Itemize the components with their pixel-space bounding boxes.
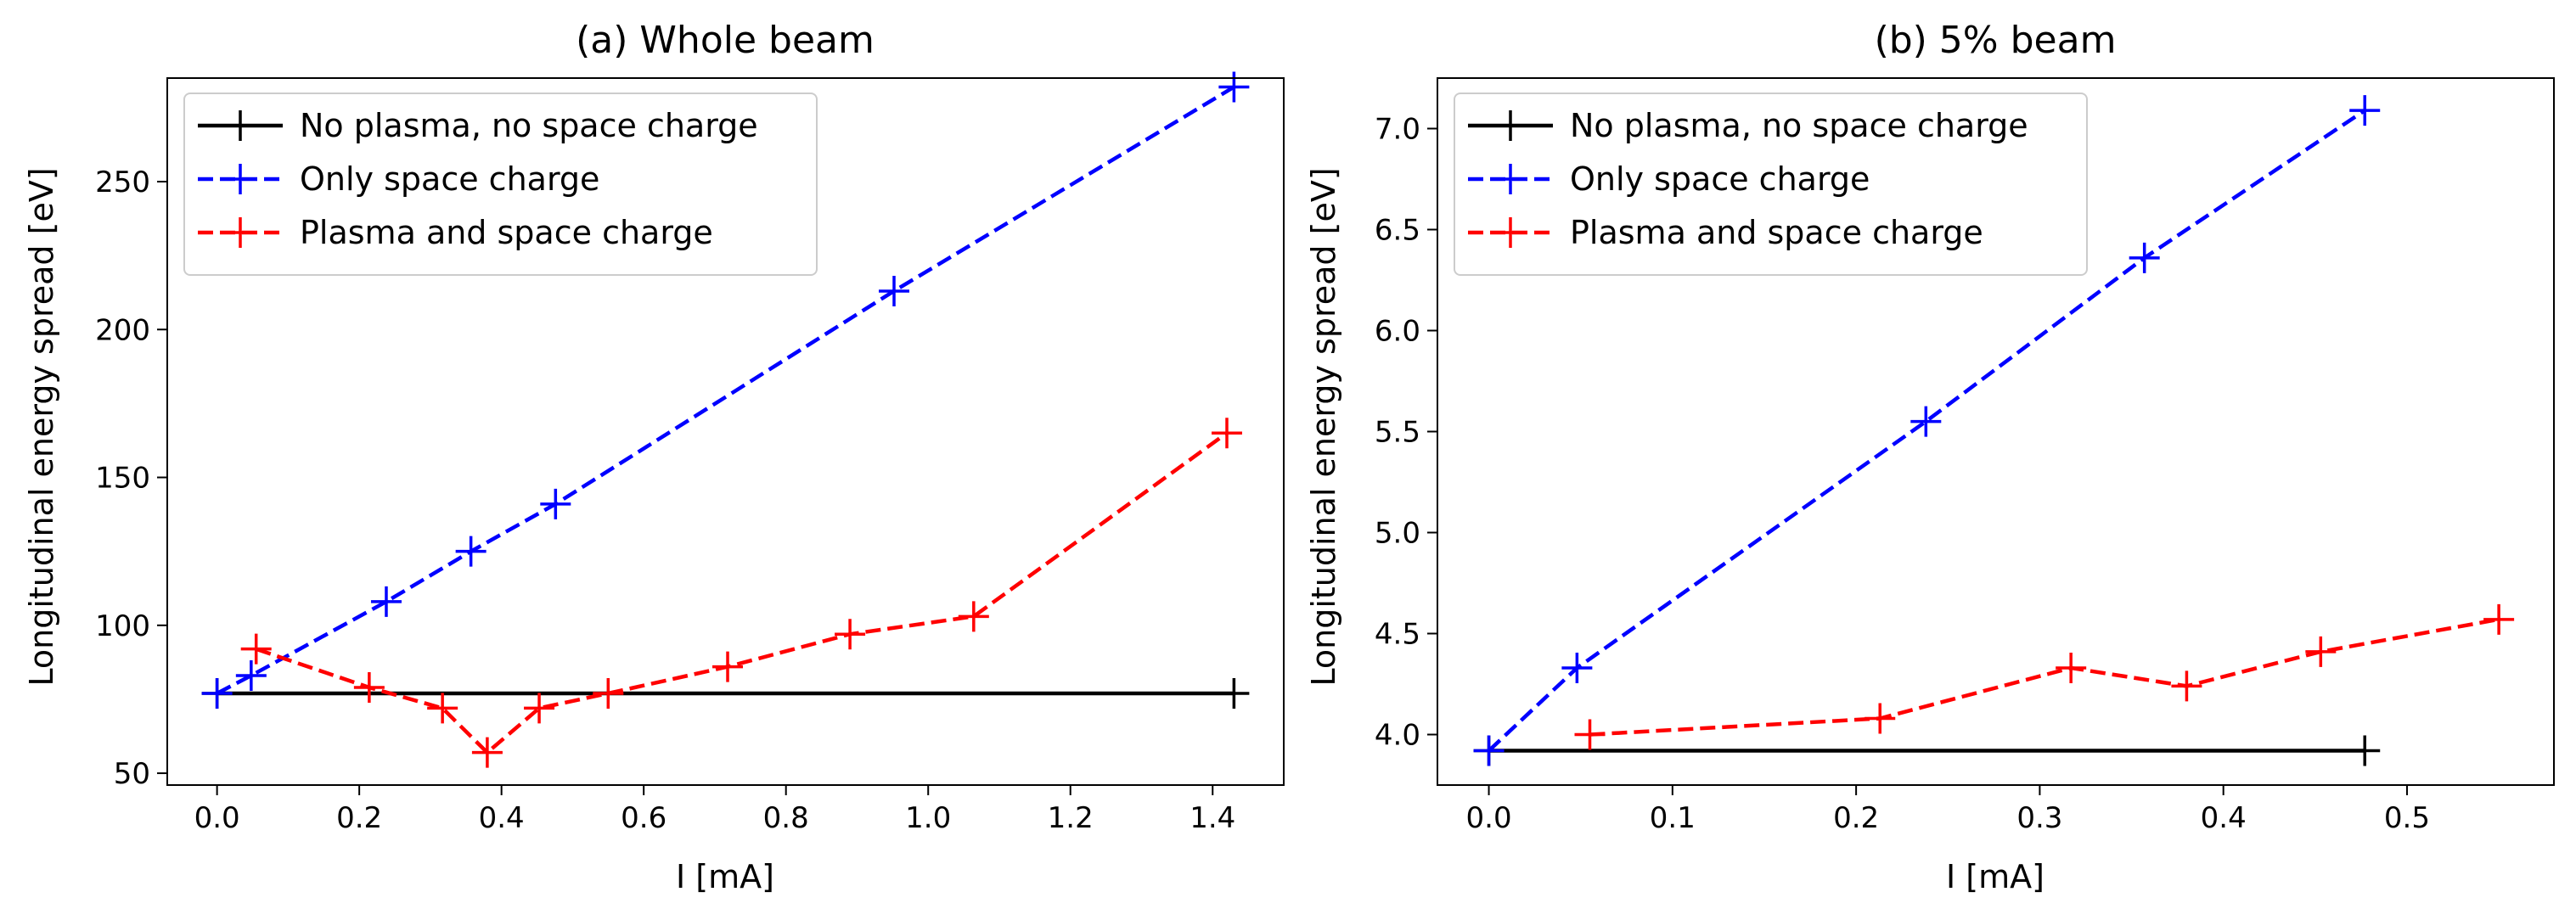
chart-b-point: [1910, 406, 1942, 437]
chart-b-legend-marker-0: [1495, 110, 1526, 141]
chart-b-point: [2305, 636, 2337, 667]
chart-b-xlabel: I [mA]: [1946, 858, 2044, 895]
chart-b-xtick-label: 0.4: [2201, 801, 2247, 835]
chart-a-legend: No plasma, no space charge Only space cha…: [183, 93, 818, 276]
chart-a-xtick-label: 0.2: [336, 801, 382, 835]
chart-a-xtick-label: 0.6: [621, 801, 666, 835]
chart-a-point: [235, 660, 267, 692]
chart-a-point: [240, 633, 272, 665]
chart-b-point: [2349, 735, 2381, 766]
chart-a-ytick-label: 100: [95, 609, 150, 643]
chart-a-ytick-label: 150: [95, 462, 150, 496]
chart-b-point: [2129, 242, 2160, 273]
chart-a-point: [1211, 418, 1242, 449]
chart-b-legend: No plasma, no space charge Only space cha…: [1454, 93, 2088, 276]
chart-a-xtick-label: 1.0: [905, 801, 951, 835]
chart-a-series-line-2: [255, 431, 1229, 755]
chart-a-point: [1218, 71, 1250, 103]
chart-b-point: [1561, 652, 1593, 683]
chart-b-point: [2349, 95, 2381, 126]
chart-a-point: [201, 677, 233, 709]
chart-a-legend-label-0: No plasma, no space charge: [300, 107, 758, 144]
chart-a-point: [427, 693, 458, 724]
chart-b-ytick-label: 6.0: [1375, 315, 1420, 349]
chart-a-point: [1218, 677, 1250, 709]
chart-a: (a) Whole beam I [mA] Longitudinal energ…: [23, 19, 1285, 895]
chart-a-ytick-label: 50: [114, 757, 150, 791]
chart-b-axes-frame: [1437, 77, 2555, 786]
chart-a-point: [471, 737, 503, 768]
chart-b-xtick-label: 0.1: [1650, 801, 1696, 835]
chart-a-xtick-label: 0.8: [763, 801, 809, 835]
chart-a-point: [455, 536, 487, 567]
chart-b-point: [1574, 719, 1606, 750]
chart-b-xtick-label: 0.5: [2384, 801, 2430, 835]
chart-b-legend-label-0: No plasma, no space charge: [1570, 107, 2028, 144]
chart-a-xtick-label: 1.4: [1190, 801, 1235, 835]
chart-a-point: [958, 601, 989, 632]
chart-b-title: (b) 5% beam: [1875, 19, 2117, 62]
chart-a-point: [835, 619, 866, 650]
chart-b-point: [1865, 703, 1896, 734]
chart-b-legend-label-1: Only space charge: [1570, 160, 1870, 198]
chart-b-point: [2171, 670, 2202, 702]
chart-a-legend-marker-2: [225, 217, 256, 248]
chart-b-plot: 0.0 0.1 0.2 0.3 0.4 0.5 4.0 4.5 5.0 5.5 6.0 6.5 7.0 N…: [1375, 77, 2555, 835]
chart-b-ytick-label: 4.0: [1375, 719, 1420, 753]
chart-b: (b) 5% beam I [mA] Longitudinal energy s…: [1305, 19, 2555, 895]
chart-a-xlabel: I [mA]: [676, 858, 774, 895]
chart-b-legend-marker-1: [1495, 164, 1526, 194]
chart-b-point: [2056, 652, 2087, 683]
chart-b-xtick-label: 0.3: [2016, 801, 2062, 835]
chart-b-ytick-label: 4.5: [1375, 618, 1420, 652]
chart-b-xtick-label: 0.2: [1833, 801, 1879, 835]
chart-a-legend-marker-1: [225, 164, 256, 194]
chart-b-ytick-label: 5.0: [1375, 517, 1420, 551]
chart-a-ytick-label: 200: [95, 313, 150, 347]
chart-a-legend-label-2: Plasma and space charge: [300, 214, 713, 251]
chart-a-point: [879, 275, 910, 306]
chart-a-point: [540, 488, 571, 519]
chart-a-legend-label-1: Only space charge: [300, 160, 599, 198]
chart-b-ytick-label: 7.0: [1375, 113, 1420, 147]
chart-a-xtick-label: 1.2: [1048, 801, 1094, 835]
chart-b-point: [1473, 735, 1505, 766]
chart-b-ytick-label: 6.5: [1375, 214, 1420, 248]
chart-b-ylabel: Longitudinal energy spread [eV]: [1305, 167, 1342, 686]
chart-b-series-line-1: [1488, 109, 2366, 753]
chart-b-legend-box: [1454, 93, 2088, 276]
chart-a-axes-frame: [166, 77, 1285, 786]
chart-b-point: [2483, 603, 2515, 635]
chart-a-legend-marker-0: [225, 110, 256, 141]
chart-a-point: [524, 693, 555, 724]
chart-b-legend-marker-2: [1495, 217, 1526, 248]
chart-a-point: [593, 677, 624, 709]
chart-a-xtick-label: 0.4: [479, 801, 525, 835]
chart-a-legend-box: [183, 93, 818, 276]
chart-a-point: [370, 586, 402, 617]
chart-a-ylabel: Longitudinal energy spread [eV]: [23, 167, 60, 686]
chart-a-plot: 0.0 0.2 0.4 0.6 0.8 1.0 1.2 1.4 50 100 150 200 250 No…: [95, 71, 1285, 835]
chart-a-xtick-label: 0.0: [194, 801, 240, 835]
chart-a-point: [712, 651, 744, 682]
chart-b-xtick-label: 0.0: [1466, 801, 1512, 835]
chart-b-legend-label-2: Plasma and space charge: [1570, 214, 1983, 251]
chart-a-point: [353, 671, 385, 703]
chart-b-ytick-label: 5.5: [1375, 416, 1420, 450]
chart-a-ytick-label: 250: [95, 165, 150, 199]
chart-a-title: (a) Whole beam: [576, 19, 875, 62]
chart-b-series-line-2: [1589, 617, 2500, 737]
